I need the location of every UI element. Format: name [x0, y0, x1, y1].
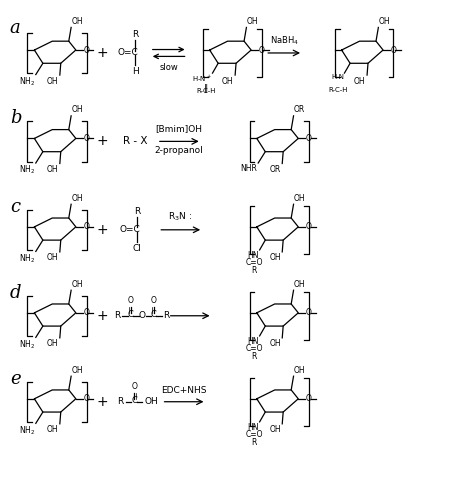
- Text: b: b: [10, 110, 21, 127]
- Text: O: O: [83, 394, 89, 403]
- Text: C=O: C=O: [245, 344, 263, 353]
- Text: OH: OH: [247, 17, 258, 26]
- Text: +: +: [97, 223, 109, 237]
- Text: C: C: [151, 310, 156, 319]
- Text: +: +: [97, 309, 109, 323]
- Text: R: R: [117, 397, 123, 406]
- Text: a: a: [10, 19, 21, 37]
- Text: O=C: O=C: [117, 48, 138, 57]
- Text: NH$_2$: NH$_2$: [18, 252, 35, 265]
- Text: R$_3$N :: R$_3$N :: [168, 211, 192, 223]
- Text: OH: OH: [72, 366, 83, 375]
- Text: R: R: [251, 266, 256, 275]
- Text: NH$_2$: NH$_2$: [18, 424, 35, 437]
- Text: +: +: [97, 46, 109, 60]
- Text: R: R: [134, 207, 140, 216]
- Text: OH: OH: [47, 339, 58, 348]
- Text: OH: OH: [269, 425, 281, 434]
- Text: HN: HN: [247, 337, 259, 346]
- Text: slow: slow: [159, 63, 178, 72]
- Text: OH: OH: [47, 77, 58, 85]
- Text: OH: OH: [269, 253, 281, 262]
- Text: O: O: [306, 394, 312, 403]
- Text: OH: OH: [47, 165, 58, 174]
- Text: NHR: NHR: [240, 164, 257, 173]
- Text: OH: OH: [72, 280, 83, 289]
- Text: O: O: [306, 134, 312, 143]
- Text: HN: HN: [247, 423, 259, 432]
- Text: NH$_2$: NH$_2$: [18, 76, 35, 88]
- Text: OH: OH: [294, 194, 306, 203]
- Text: R - X: R - X: [123, 136, 148, 146]
- Text: OR: OR: [294, 105, 305, 115]
- Text: OH: OH: [72, 17, 83, 26]
- Text: C=O: C=O: [245, 430, 263, 439]
- Text: NaBH$_4$: NaBH$_4$: [270, 35, 299, 47]
- Text: H-N: H-N: [331, 74, 344, 80]
- Text: $\|$: $\|$: [203, 82, 209, 95]
- Text: R-C-H: R-C-H: [196, 88, 216, 94]
- Text: R: R: [251, 352, 256, 361]
- Text: R: R: [251, 438, 256, 447]
- Text: [Bmim]OH: [Bmim]OH: [155, 124, 202, 133]
- Text: O: O: [83, 134, 89, 143]
- Text: O: O: [391, 45, 396, 54]
- Text: OH: OH: [72, 194, 83, 203]
- Text: O: O: [306, 222, 312, 231]
- Text: OH: OH: [47, 253, 58, 262]
- Text: O: O: [83, 222, 89, 231]
- Text: O=C: O=C: [119, 225, 140, 234]
- Text: NH$_2$: NH$_2$: [18, 338, 35, 351]
- Text: OH: OH: [269, 339, 281, 348]
- Text: OH: OH: [47, 425, 58, 434]
- Text: OH: OH: [294, 366, 306, 375]
- Text: C: C: [131, 396, 137, 405]
- Text: O: O: [151, 296, 156, 305]
- Text: O: O: [138, 311, 146, 320]
- Text: O: O: [306, 308, 312, 317]
- Text: R: R: [132, 30, 138, 39]
- Text: HN: HN: [247, 251, 259, 260]
- Text: C: C: [128, 310, 134, 319]
- Text: R: R: [163, 311, 169, 320]
- Text: 2-propanol: 2-propanol: [155, 146, 203, 155]
- Text: C=O: C=O: [245, 258, 263, 267]
- Text: O: O: [83, 308, 89, 317]
- Text: H-N$^+$: H-N$^+$: [192, 74, 212, 84]
- Text: d: d: [10, 284, 21, 302]
- Text: OH: OH: [222, 77, 234, 85]
- Text: OR: OR: [270, 165, 281, 174]
- Text: c: c: [10, 198, 20, 216]
- Text: O: O: [131, 382, 137, 391]
- Text: NH$_2$: NH$_2$: [18, 164, 35, 176]
- Text: OH: OH: [354, 77, 365, 85]
- Text: OH: OH: [379, 17, 391, 26]
- Text: Cl: Cl: [133, 244, 142, 252]
- Text: O: O: [83, 45, 89, 54]
- Text: O: O: [128, 296, 134, 305]
- Text: OH: OH: [144, 397, 158, 406]
- Text: R-C-H: R-C-H: [328, 87, 347, 93]
- Text: +: +: [97, 395, 109, 409]
- Text: H: H: [132, 67, 138, 76]
- Text: e: e: [10, 370, 20, 388]
- Text: +: +: [97, 134, 109, 148]
- Text: R: R: [114, 311, 120, 320]
- Text: OH: OH: [72, 105, 83, 115]
- Text: OH: OH: [294, 280, 306, 289]
- Text: O: O: [259, 45, 264, 54]
- Text: EDC+NHS: EDC+NHS: [161, 386, 207, 395]
